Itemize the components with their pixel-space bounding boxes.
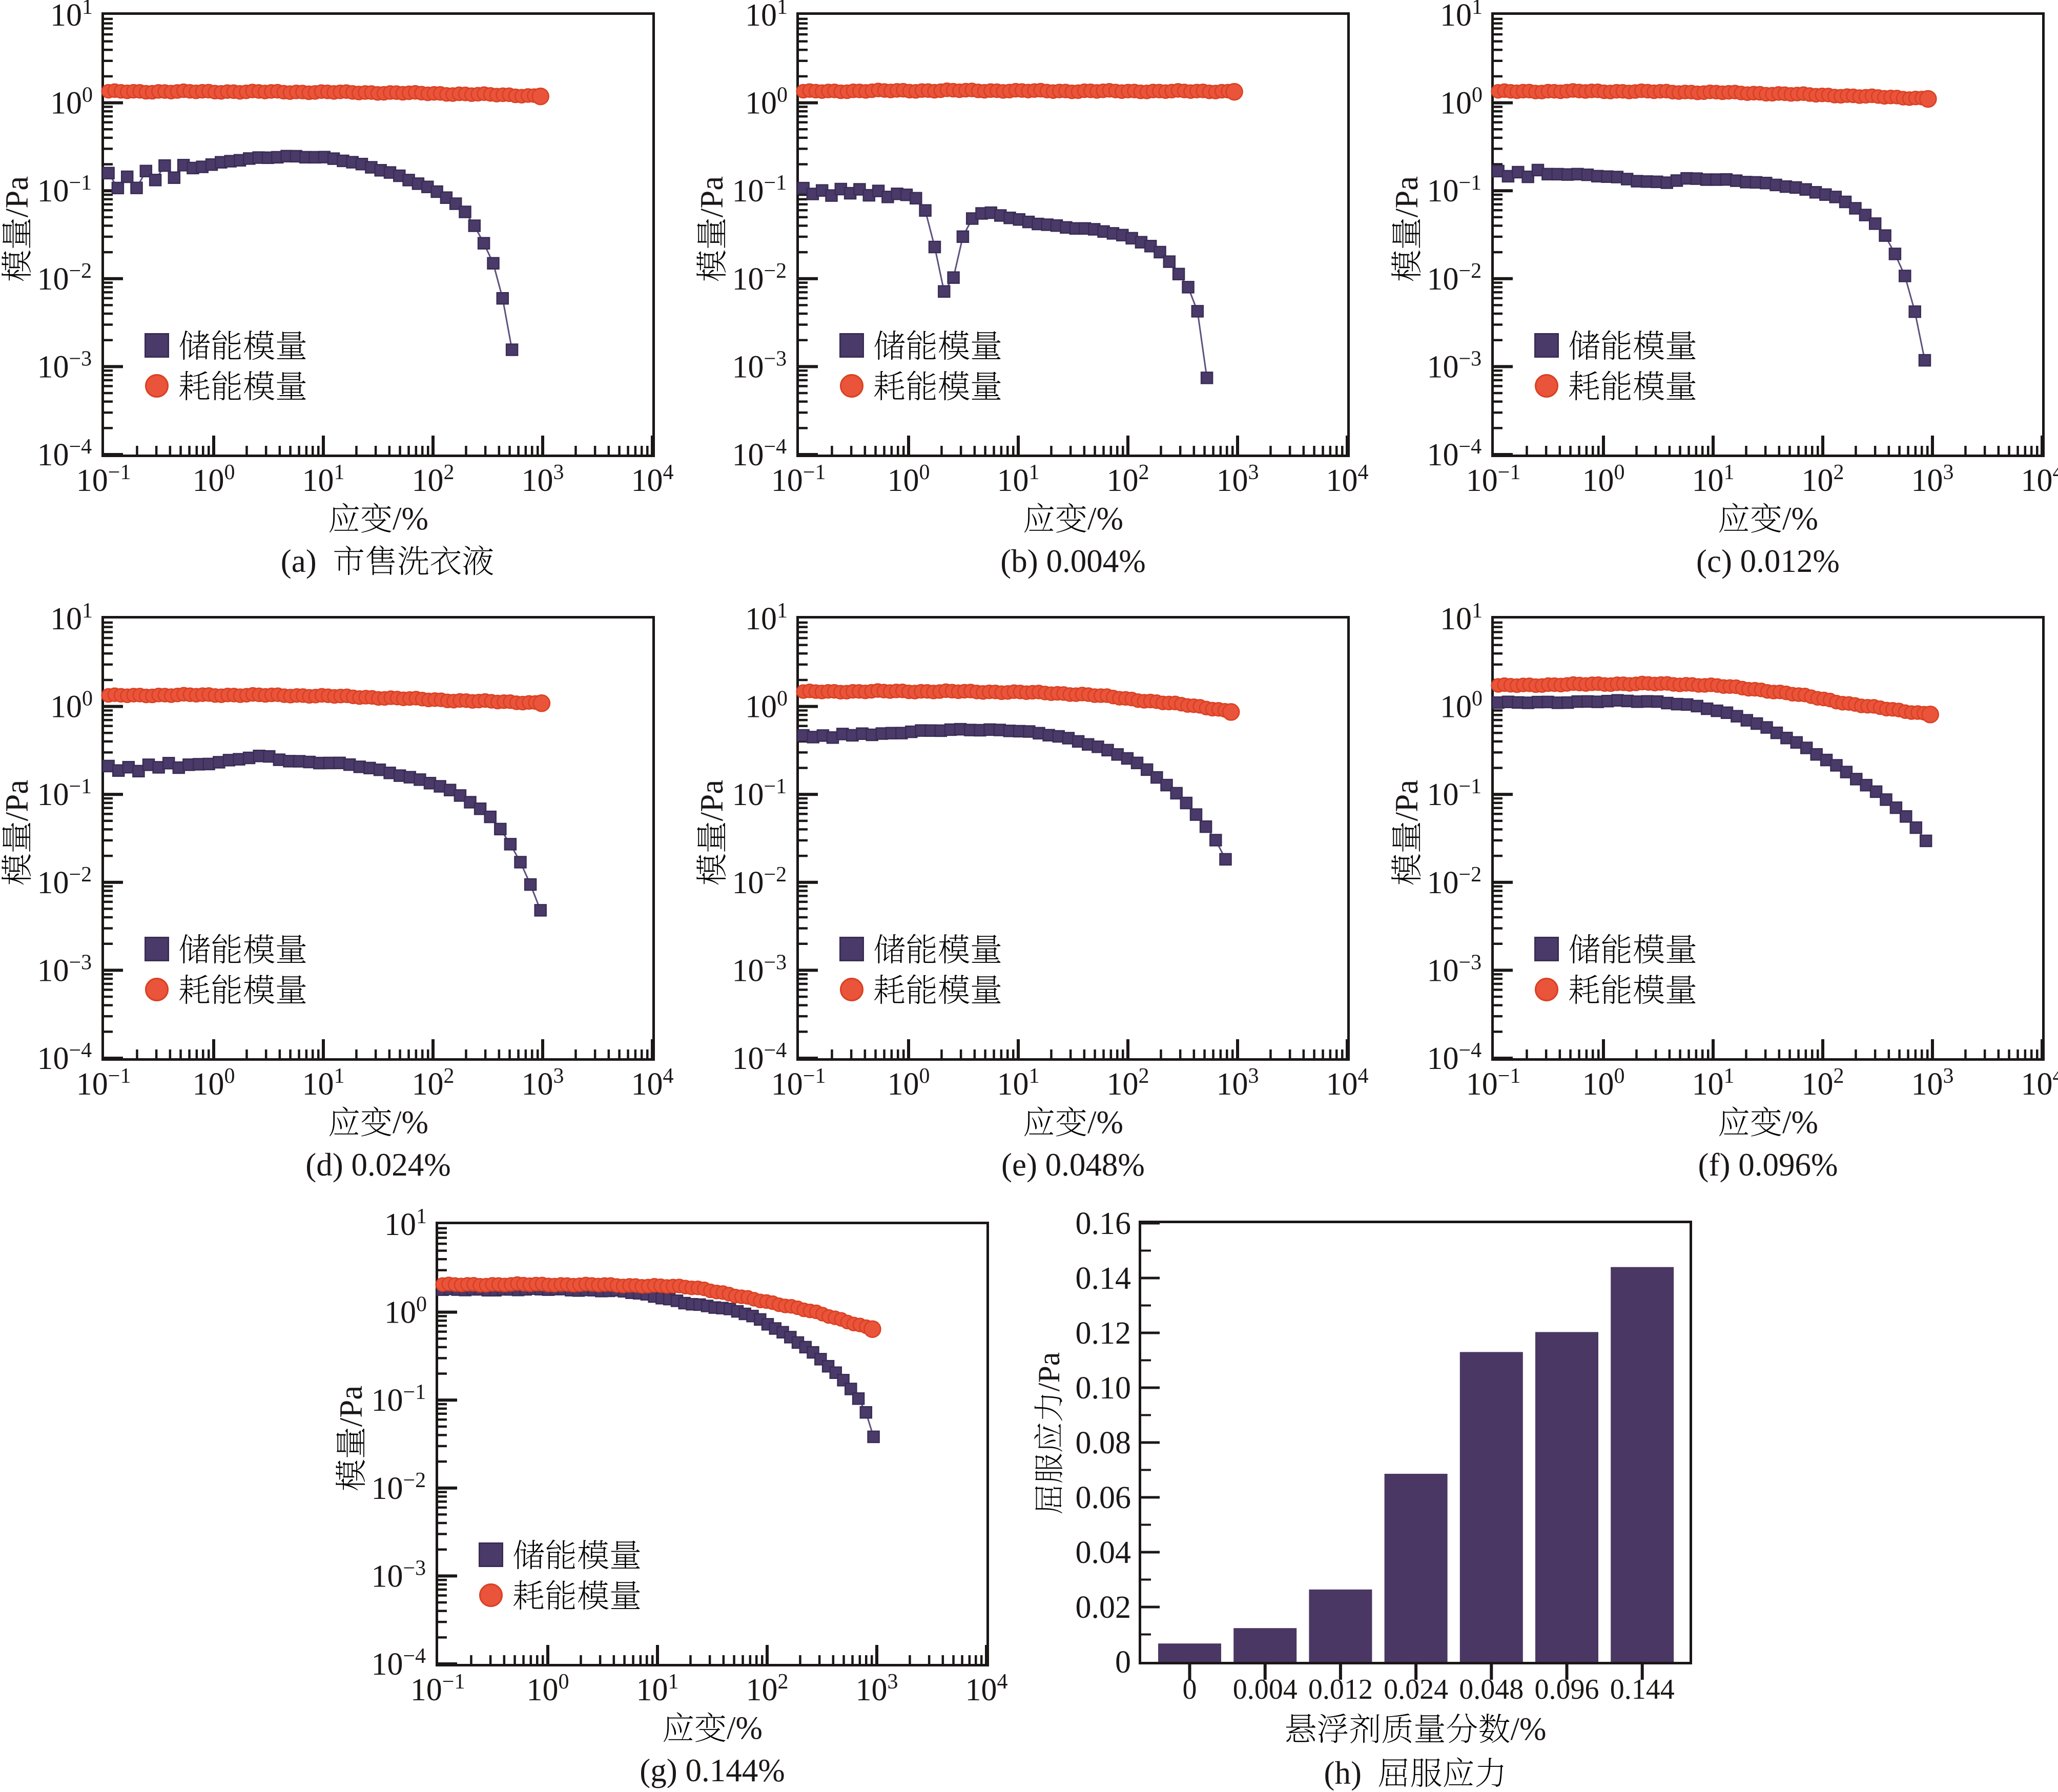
svg-text:0: 0 xyxy=(1183,1674,1197,1705)
svg-text:10−1: 10−1 xyxy=(1427,775,1482,812)
svg-text:101: 101 xyxy=(50,599,93,636)
svg-text:103: 103 xyxy=(1217,1064,1259,1102)
svg-text:0.004: 0.004 xyxy=(1233,1674,1298,1705)
svg-text:/%: /% xyxy=(393,501,428,537)
svg-text:(e) 0.048%: (e) 0.048% xyxy=(1001,1147,1145,1183)
svg-text:0.024: 0.024 xyxy=(1384,1674,1448,1705)
svg-text:100: 100 xyxy=(745,84,788,121)
svg-text:/Pa: /Pa xyxy=(0,780,35,821)
svg-text:10−4: 10−4 xyxy=(1427,435,1482,472)
svg-text:/Pa: /Pa xyxy=(1389,780,1425,821)
svg-text:/%: /% xyxy=(1511,1711,1547,1747)
svg-text:0.048: 0.048 xyxy=(1459,1674,1524,1705)
svg-text:0.012: 0.012 xyxy=(1308,1674,1373,1705)
svg-text:(c) 0.012%: (c) 0.012% xyxy=(1696,543,1840,579)
svg-text:101: 101 xyxy=(1692,1064,1735,1102)
svg-text:10−1: 10−1 xyxy=(410,1670,465,1707)
svg-text:/Pa: /Pa xyxy=(694,780,730,821)
svg-text:0.10: 0.10 xyxy=(1076,1371,1131,1406)
svg-text:0.12: 0.12 xyxy=(1076,1316,1131,1351)
svg-text:0.14: 0.14 xyxy=(1076,1261,1131,1296)
svg-text:/Pa: /Pa xyxy=(333,1386,369,1427)
svg-text:(d) 0.024%: (d) 0.024% xyxy=(305,1147,450,1183)
svg-text:0: 0 xyxy=(1115,1645,1131,1680)
svg-text:/%: /% xyxy=(1087,1104,1123,1140)
svg-text:0.096: 0.096 xyxy=(1535,1674,1599,1705)
svg-text:/Pa: /Pa xyxy=(1032,1352,1066,1392)
svg-text:/%: /% xyxy=(1087,501,1123,537)
svg-text:/Pa: /Pa xyxy=(0,176,35,218)
svg-text:0.144: 0.144 xyxy=(1610,1674,1675,1705)
svg-text:104: 104 xyxy=(631,461,674,498)
svg-text:0.08: 0.08 xyxy=(1076,1426,1131,1460)
svg-text:/%: /% xyxy=(1782,501,1818,537)
svg-text:104: 104 xyxy=(2021,461,2058,498)
svg-text:102: 102 xyxy=(1802,1064,1844,1102)
svg-text:/Pa: /Pa xyxy=(694,176,730,218)
svg-text:0.02: 0.02 xyxy=(1076,1590,1131,1625)
svg-text:104: 104 xyxy=(2021,1064,2058,1102)
svg-text:/Pa: /Pa xyxy=(1389,176,1425,218)
svg-text:10−1: 10−1 xyxy=(771,1064,826,1102)
svg-text:(g) 0.144%: (g) 0.144% xyxy=(640,1753,785,1788)
svg-text:(b) 0.004%: (b) 0.004% xyxy=(1000,543,1145,579)
svg-text:102: 102 xyxy=(1107,461,1149,498)
svg-text:/%: /% xyxy=(1782,1104,1818,1140)
svg-text:100: 100 xyxy=(384,1293,427,1330)
svg-text:104: 104 xyxy=(965,1670,1008,1707)
svg-text:/%: /% xyxy=(727,1710,763,1746)
svg-text:0.06: 0.06 xyxy=(1076,1480,1131,1515)
svg-text:(f) 0.096%: (f) 0.096% xyxy=(1698,1147,1838,1183)
svg-text:(h): (h) xyxy=(1324,1755,1378,1791)
svg-text:10−3: 10−3 xyxy=(37,347,92,384)
svg-text:(a): (a) xyxy=(281,543,333,579)
svg-text:0.04: 0.04 xyxy=(1076,1535,1131,1570)
svg-text:0.16: 0.16 xyxy=(1076,1206,1131,1241)
svg-text:/%: /% xyxy=(393,1104,428,1140)
svg-text:10−1: 10−1 xyxy=(1466,461,1521,498)
